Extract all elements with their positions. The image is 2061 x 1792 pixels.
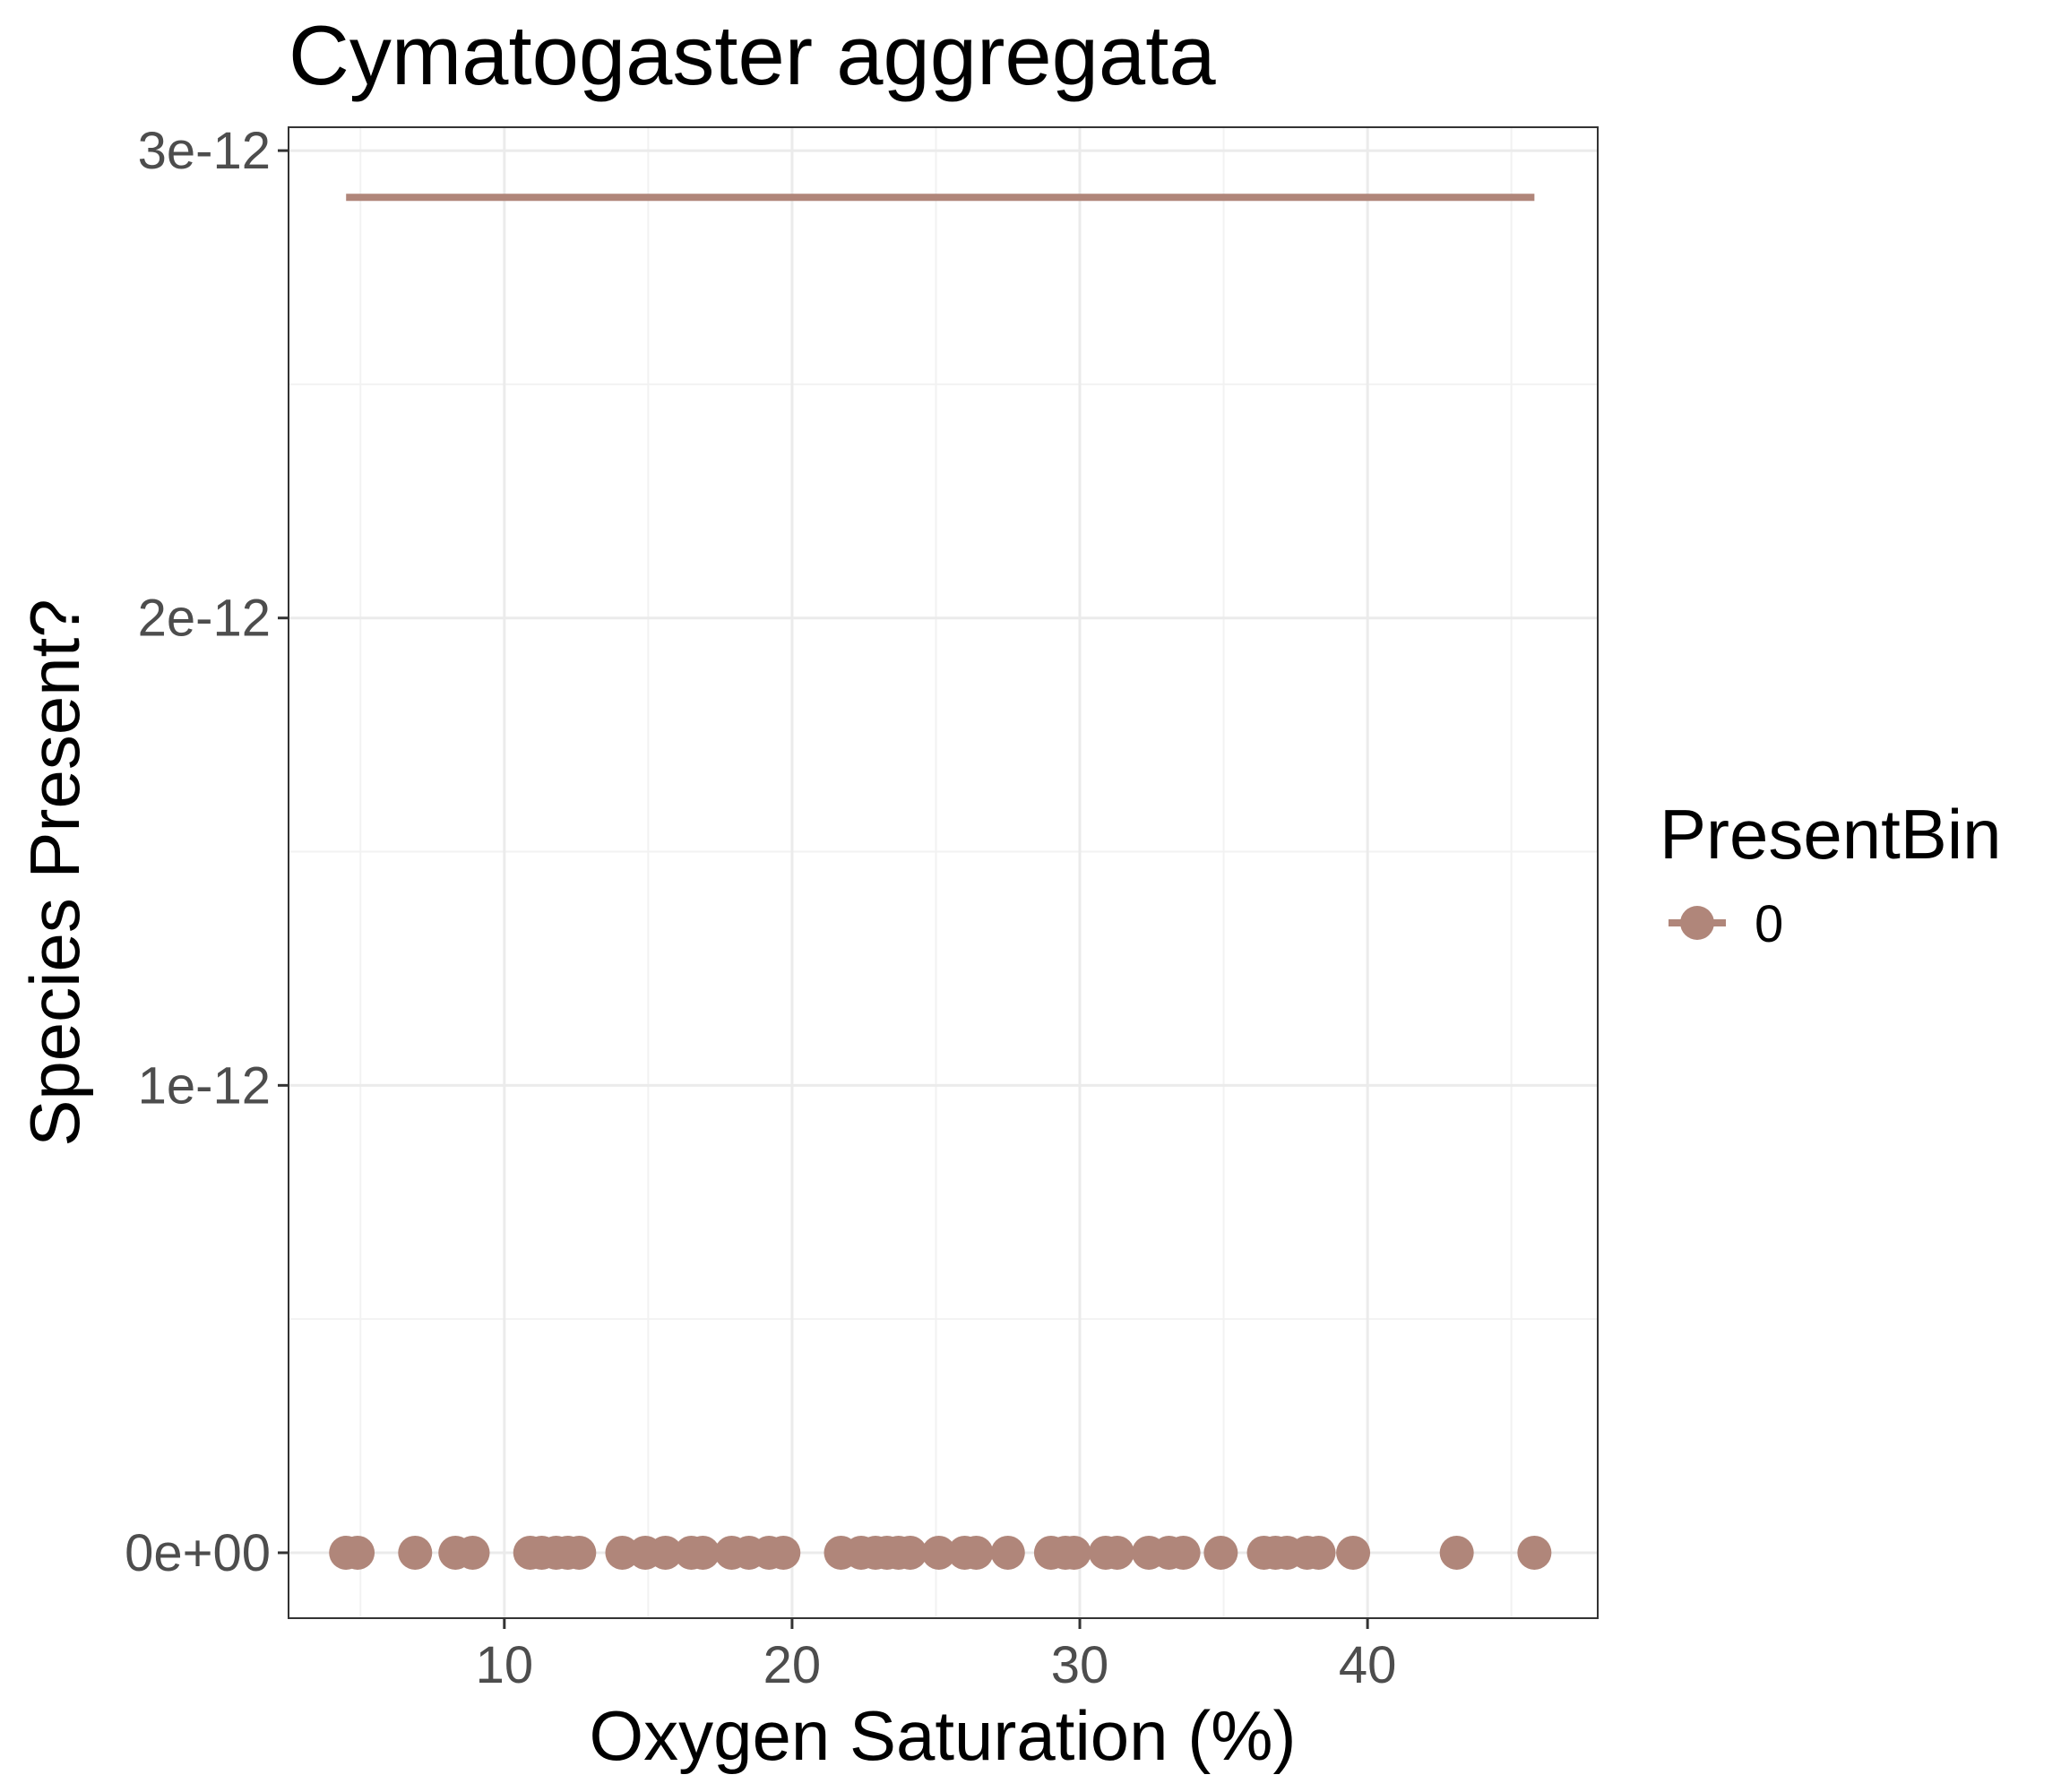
y-tick-label: 3e-12 bbox=[138, 122, 271, 180]
x-axis-title: Oxygen Saturation (%) bbox=[589, 1696, 1296, 1775]
legend: PresentBin 0 bbox=[1660, 795, 2002, 953]
data-point bbox=[1166, 1535, 1201, 1570]
data-point bbox=[990, 1535, 1025, 1570]
data-point bbox=[1439, 1535, 1474, 1570]
data-point bbox=[686, 1535, 720, 1570]
y-tick-label: 0e+00 bbox=[125, 1524, 271, 1582]
x-tick-label: 40 bbox=[1339, 1636, 1397, 1694]
data-point bbox=[1203, 1535, 1238, 1570]
legend-entries: 0 bbox=[1669, 895, 1783, 953]
data-point bbox=[959, 1535, 994, 1570]
y-axis: 0e+00 1e-12 2e-12 3e-12 bbox=[125, 122, 289, 1582]
data-point bbox=[648, 1535, 683, 1570]
data-point bbox=[893, 1535, 927, 1570]
data-point bbox=[341, 1535, 375, 1570]
y-axis-title: Species Present? bbox=[15, 599, 94, 1146]
data-point bbox=[562, 1535, 597, 1570]
x-tick-label: 30 bbox=[1051, 1636, 1109, 1694]
legend-key-point bbox=[1680, 906, 1714, 940]
points bbox=[329, 1535, 1552, 1570]
chart-title: Cymatogaster aggregata bbox=[289, 8, 1216, 102]
x-axis: 10 20 30 40 bbox=[476, 1618, 1397, 1694]
data-point bbox=[455, 1535, 490, 1570]
legend-entry-label: 0 bbox=[1755, 895, 1783, 953]
data-point bbox=[1336, 1535, 1371, 1570]
data-point bbox=[398, 1535, 433, 1570]
y-tick-label: 2e-12 bbox=[138, 590, 271, 648]
x-tick-label: 10 bbox=[476, 1636, 534, 1694]
x-tick-label: 20 bbox=[763, 1636, 822, 1694]
data-point bbox=[1056, 1535, 1091, 1570]
panel-border bbox=[288, 126, 1599, 1619]
y-tick-label: 1e-12 bbox=[138, 1056, 271, 1115]
data-point bbox=[1301, 1535, 1336, 1570]
panel-background bbox=[289, 127, 1598, 1618]
plot-panel bbox=[288, 126, 1599, 1619]
data-point bbox=[766, 1535, 801, 1570]
legend-title: PresentBin bbox=[1660, 795, 2002, 874]
data-point bbox=[921, 1535, 956, 1570]
data-point bbox=[1099, 1535, 1134, 1570]
data-point bbox=[1517, 1535, 1552, 1570]
